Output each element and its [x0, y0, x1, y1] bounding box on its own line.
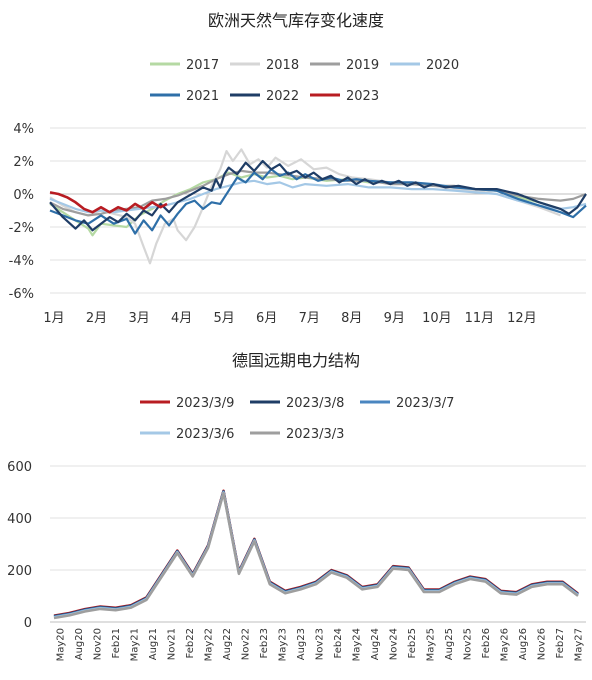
chart2-x-tick-label: Feb26 [481, 628, 492, 658]
chart1-y-tick-label: 0% [13, 188, 34, 203]
chart1-series [49, 148, 587, 265]
chart2-legend-label: 2023/3/8 [286, 396, 344, 411]
chart1-x-tick-label: 3月 [128, 311, 149, 326]
chart2-grid [50, 465, 586, 623]
chart1-series-line-2023 [49, 191, 168, 214]
chart1-legend-label-2020: 2020 [426, 58, 459, 73]
chart2-x-tick-label: Aug22 [222, 628, 233, 660]
chart2-series [53, 489, 579, 620]
chart1-x-tick-label: 4月 [171, 311, 192, 326]
chart2-y-tick-label: 400 [7, 512, 32, 527]
chart1-y-tick-label: -4% [9, 254, 34, 269]
chart2-y-tick-label: 600 [7, 460, 32, 475]
chart2-x-tick-label: Nov25 [463, 628, 474, 660]
chart1-legend-label-2022: 2022 [266, 89, 299, 104]
chart1-x-tick-label: 2月 [86, 311, 107, 326]
chart2-legend-label: 2023/3/7 [396, 396, 454, 411]
chart2-x-tick-label: Nov26 [537, 628, 548, 660]
chart1-series-line-2018 [49, 148, 561, 265]
chart1-x-tick-label: 5月 [214, 311, 235, 326]
chart2-x-tick-label: May22 [204, 628, 215, 661]
chart1-x-tick-label: 12月 [507, 311, 537, 326]
chart1-legend-label-2023: 2023 [346, 89, 379, 104]
chart1-y-ticks: 4% 2% 0% -2% -4% -6% [9, 122, 34, 302]
chart2-series-line [53, 491, 579, 620]
chart2-x-tick-label: Nov24 [389, 628, 400, 660]
chart2-x-tick-label: Nov21 [167, 628, 178, 660]
chart2-y-tick-label: 0 [24, 616, 32, 631]
chart-gas-storage: 欧洲天然气库存变化速度 2017 2018 2019 2020 2021 2022 2023… [9, 11, 587, 326]
chart2-x-tick-label: Feb23 [259, 628, 270, 658]
chart2-y-tick-label: 200 [7, 564, 32, 579]
chart1-x-tick-label: 11月 [465, 311, 495, 326]
chart2-x-tick-label: May25 [426, 628, 437, 661]
chart2-x-tick-label: Feb27 [555, 628, 566, 658]
chart1-x-tick-label: 10月 [422, 311, 452, 326]
chart2-x-tick-label: May21 [130, 628, 141, 661]
chart1-series-line-2022 [49, 159, 587, 232]
chart2-title: 德国远期电力结构 [232, 351, 360, 370]
chart2-legend: 2023/3/9 2023/3/8 2023/3/7 2023/3/6 2023/3/3 [140, 396, 454, 442]
chart2-series-line [53, 491, 579, 619]
chart1-y-tick-label: 4% [13, 122, 34, 137]
chart2-x-tick-label: May27 [574, 628, 585, 661]
chart2-x-tick-label: May23 [278, 628, 289, 661]
chart2-x-tick-label: Nov23 [315, 628, 326, 660]
chart2-y-ticks: 600 400 200 0 [7, 460, 32, 631]
chart1-legend: 2017 2018 2019 2020 2021 2022 2023 [150, 58, 459, 104]
chart2-legend-label: 2023/3/6 [176, 427, 234, 442]
chart2-legend-label: 2023/3/3 [286, 427, 344, 442]
chart1-x-ticks: 1月 2月 3月 4月 5月 6月 7月 8月 9月 10月 11月 12月 [43, 311, 536, 326]
chart2-x-tick-label: Feb22 [185, 628, 196, 658]
chart2-x-tick-label: May24 [352, 628, 363, 661]
chart2-x-ticks: May20 Aug20 Nov20 Feb21 May21 Aug21 Nov21 Feb22… [56, 628, 585, 661]
chart1-legend-label-2017: 2017 [186, 58, 219, 73]
chart1-y-tick-label: -2% [9, 221, 34, 236]
chart2-x-tick-label: Nov22 [241, 628, 252, 660]
chart1-series-line-2020 [49, 179, 587, 214]
chart2-x-tick-label: May26 [500, 628, 511, 661]
chart1-x-tick-label: 8月 [341, 311, 362, 326]
chart-power-structure: 德国远期电力结构 2023/3/9 2023/3/8 2023/3/72023/3/… [7, 351, 586, 661]
chart2-x-tick-label: Aug26 [518, 628, 529, 660]
chart1-legend-label-2021: 2021 [186, 89, 219, 104]
chart2-x-tick-label: Feb24 [333, 628, 344, 658]
chart2-x-tick-label: Aug23 [296, 628, 307, 660]
chart1-y-tick-label: 2% [13, 155, 34, 170]
chart1-y-tick-label: -6% [9, 287, 34, 302]
chart2-x-tick-label: Feb21 [111, 628, 122, 658]
chart2-legend-label: 2023/3/9 [176, 396, 234, 411]
chart1-legend-label-2019: 2019 [346, 58, 379, 73]
chart1-x-tick-label: 9月 [384, 311, 405, 326]
chart1-x-tick-label: 6月 [256, 311, 277, 326]
chart1-title: 欧洲天然气库存变化速度 [208, 11, 384, 30]
chart2-x-tick-label: May20 [56, 628, 67, 661]
chart2-x-tick-label: Aug20 [74, 628, 85, 660]
chart2-series-line [53, 489, 579, 617]
chart1-x-tick-label: 1月 [43, 311, 64, 326]
chart1-legend-label-2018: 2018 [266, 58, 299, 73]
chart2-series-line [53, 490, 579, 619]
chart1-x-tick-label: 7月 [299, 311, 320, 326]
chart2-x-tick-label: Aug25 [444, 628, 455, 660]
chart2-x-tick-label: Aug21 [148, 628, 159, 660]
chart1-series-line-2017 [49, 171, 561, 237]
chart2-x-tick-label: Feb25 [407, 628, 418, 658]
chart2-series-line [53, 490, 579, 618]
chart2-x-tick-label: Nov20 [93, 628, 104, 660]
chart2-x-tick-label: Aug24 [370, 628, 381, 660]
